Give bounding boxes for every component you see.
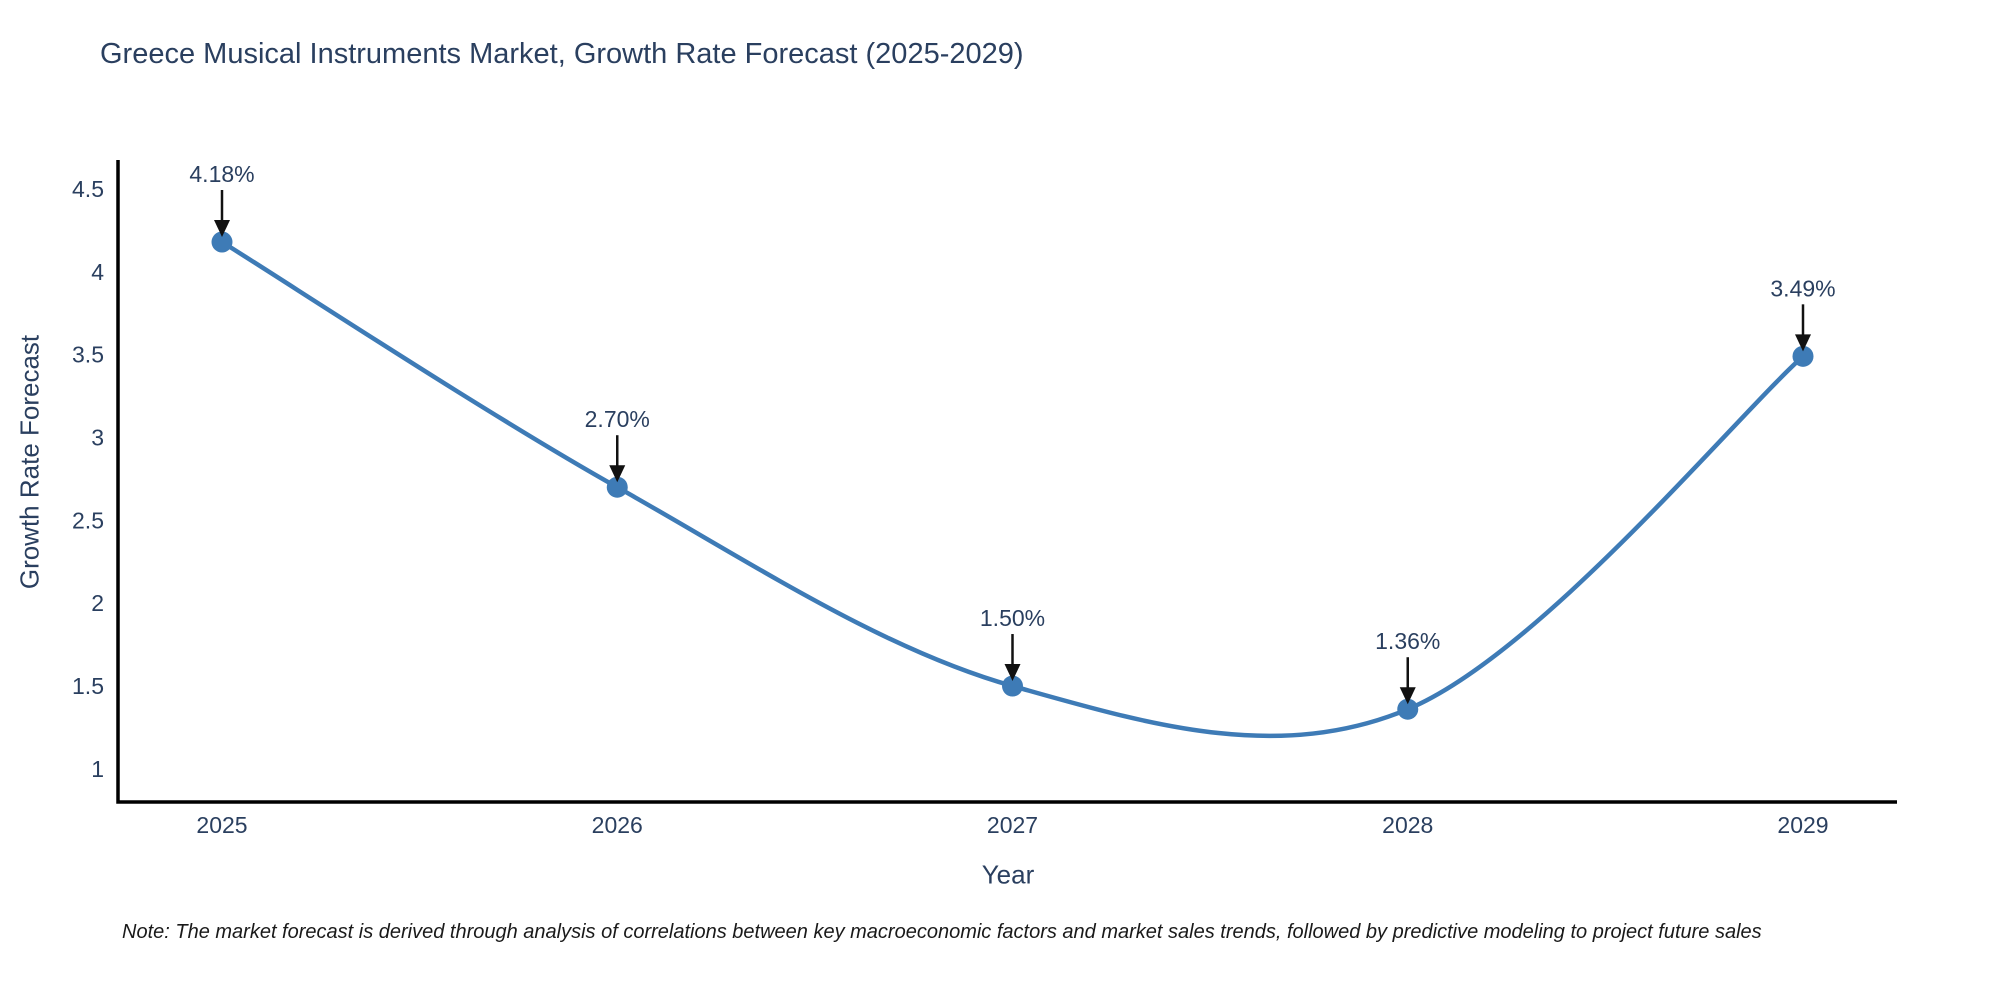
data-point-marker bbox=[606, 476, 628, 498]
annotation-label: 1.50% bbox=[980, 605, 1045, 631]
x-tick-label: 2029 bbox=[1777, 812, 1828, 838]
annotation-arrowhead bbox=[609, 465, 626, 483]
data-point-marker bbox=[211, 231, 233, 253]
data-point-marker bbox=[1792, 345, 1814, 367]
annotation-label: 3.49% bbox=[1770, 275, 1835, 301]
chart-title: Greece Musical Instruments Market, Growt… bbox=[100, 38, 1024, 70]
annotation-label: 4.18% bbox=[189, 161, 254, 187]
annotation-arrowhead bbox=[1004, 664, 1021, 682]
data-point-marker bbox=[1397, 698, 1419, 720]
annotation-arrowhead bbox=[214, 220, 230, 238]
y-tick-label: 4.5 bbox=[72, 176, 104, 202]
x-axis-title: Year bbox=[981, 859, 1035, 890]
annotation-label: 1.36% bbox=[1375, 628, 1440, 654]
y-tick-label: 2.5 bbox=[72, 507, 104, 533]
y-tick-label: 2 bbox=[91, 590, 104, 616]
x-tick-label: 2026 bbox=[592, 812, 643, 838]
y-tick-label: 3.5 bbox=[72, 342, 104, 368]
y-tick-label: 1 bbox=[91, 756, 104, 782]
y-tick-label: 3 bbox=[91, 425, 104, 451]
x-tick-label: 2028 bbox=[1382, 812, 1433, 838]
note-text: Note: The market forecast is derived thr… bbox=[122, 921, 1762, 943]
annotation-arrowhead bbox=[1399, 687, 1416, 705]
annotation-arrowhead bbox=[1795, 334, 1811, 352]
y-tick-label: 1.5 bbox=[72, 673, 104, 699]
annotation-label: 2.70% bbox=[585, 406, 650, 432]
y-tick-label: 4 bbox=[91, 259, 104, 285]
y-axis-title: Growth Rate Forecast bbox=[14, 334, 45, 590]
x-tick-label: 2025 bbox=[196, 812, 247, 838]
axis-lines bbox=[116, 160, 1897, 804]
data-point-marker bbox=[1002, 675, 1023, 697]
x-tick-label: 2027 bbox=[987, 812, 1038, 838]
